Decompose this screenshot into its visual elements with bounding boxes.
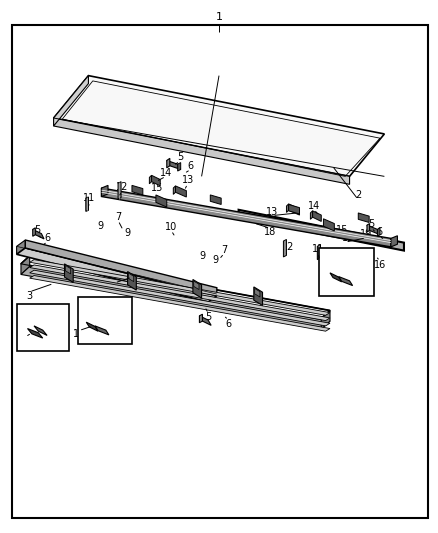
Text: 5: 5	[34, 225, 40, 236]
Text: 7: 7	[115, 212, 121, 222]
Text: 15: 15	[336, 225, 348, 236]
Bar	[319, 248, 374, 296]
Polygon shape	[132, 185, 143, 195]
Polygon shape	[53, 76, 88, 126]
Text: 10: 10	[165, 222, 177, 232]
Polygon shape	[311, 211, 313, 219]
Polygon shape	[254, 287, 262, 305]
Text: 13: 13	[266, 207, 278, 217]
Polygon shape	[30, 260, 330, 316]
Polygon shape	[30, 270, 330, 326]
Polygon shape	[152, 175, 160, 186]
Polygon shape	[102, 185, 108, 197]
Polygon shape	[167, 160, 181, 169]
Polygon shape	[323, 219, 334, 231]
Polygon shape	[21, 256, 30, 274]
Polygon shape	[149, 175, 152, 184]
Text: 8: 8	[22, 336, 28, 346]
Polygon shape	[358, 213, 369, 222]
Polygon shape	[21, 266, 330, 329]
Polygon shape	[176, 186, 186, 197]
Polygon shape	[210, 195, 221, 205]
Text: 7: 7	[221, 245, 227, 255]
Bar	[78, 297, 132, 344]
Text: 9: 9	[212, 255, 219, 265]
Polygon shape	[17, 248, 217, 302]
Text: 9: 9	[98, 221, 104, 231]
Polygon shape	[118, 182, 121, 199]
Polygon shape	[313, 211, 321, 221]
Polygon shape	[33, 228, 35, 236]
Text: 6: 6	[187, 161, 194, 171]
Polygon shape	[199, 314, 202, 322]
Bar	[17, 304, 69, 351]
Text: 15: 15	[151, 183, 163, 193]
Polygon shape	[167, 158, 170, 168]
Text: 5: 5	[368, 219, 374, 229]
Polygon shape	[330, 273, 342, 282]
Text: 3: 3	[26, 290, 32, 301]
Polygon shape	[339, 277, 353, 286]
Polygon shape	[173, 186, 176, 195]
Polygon shape	[53, 118, 350, 184]
Polygon shape	[33, 229, 44, 239]
Text: 14: 14	[308, 200, 320, 211]
Polygon shape	[30, 265, 330, 320]
Text: 16: 16	[374, 260, 386, 270]
Text: 9: 9	[124, 228, 131, 238]
Text: 15: 15	[342, 233, 354, 244]
Text: 1: 1	[215, 12, 223, 22]
Polygon shape	[86, 197, 88, 212]
Polygon shape	[65, 265, 71, 274]
Polygon shape	[102, 188, 391, 247]
Text: 19: 19	[360, 229, 372, 239]
Text: 12: 12	[282, 242, 294, 252]
Text: 17: 17	[73, 329, 85, 340]
Polygon shape	[17, 240, 25, 254]
Text: 2: 2	[355, 190, 361, 200]
Polygon shape	[128, 273, 134, 281]
Polygon shape	[283, 239, 286, 257]
Polygon shape	[53, 76, 385, 176]
Text: 6: 6	[376, 227, 382, 237]
Text: 12: 12	[116, 182, 129, 192]
Polygon shape	[289, 204, 300, 215]
Polygon shape	[156, 195, 167, 207]
Text: 13: 13	[181, 175, 194, 185]
Polygon shape	[367, 223, 370, 232]
Polygon shape	[30, 276, 330, 331]
Text: 6: 6	[226, 319, 232, 329]
Text: 5: 5	[205, 312, 212, 322]
Polygon shape	[254, 288, 260, 297]
Polygon shape	[321, 311, 330, 329]
Text: 4: 4	[112, 281, 118, 292]
Polygon shape	[127, 271, 136, 290]
Text: 14: 14	[160, 168, 172, 177]
Text: 11: 11	[312, 244, 325, 254]
Polygon shape	[64, 264, 73, 282]
Polygon shape	[193, 279, 201, 298]
Text: 9: 9	[199, 251, 205, 261]
Polygon shape	[391, 236, 397, 247]
Polygon shape	[28, 328, 43, 338]
Polygon shape	[378, 228, 380, 236]
Polygon shape	[194, 281, 199, 289]
Polygon shape	[25, 240, 217, 296]
Text: 15: 15	[332, 284, 344, 294]
Polygon shape	[367, 225, 380, 235]
Text: 5: 5	[177, 152, 183, 162]
Polygon shape	[289, 205, 300, 214]
Polygon shape	[239, 210, 404, 251]
Polygon shape	[286, 204, 289, 213]
Polygon shape	[95, 326, 109, 335]
Polygon shape	[34, 326, 47, 335]
Polygon shape	[318, 245, 321, 260]
Text: 6: 6	[45, 233, 50, 243]
Polygon shape	[86, 322, 98, 331]
Polygon shape	[178, 163, 181, 171]
Polygon shape	[199, 316, 211, 325]
Text: 11: 11	[83, 193, 95, 203]
Text: 18: 18	[264, 227, 276, 237]
